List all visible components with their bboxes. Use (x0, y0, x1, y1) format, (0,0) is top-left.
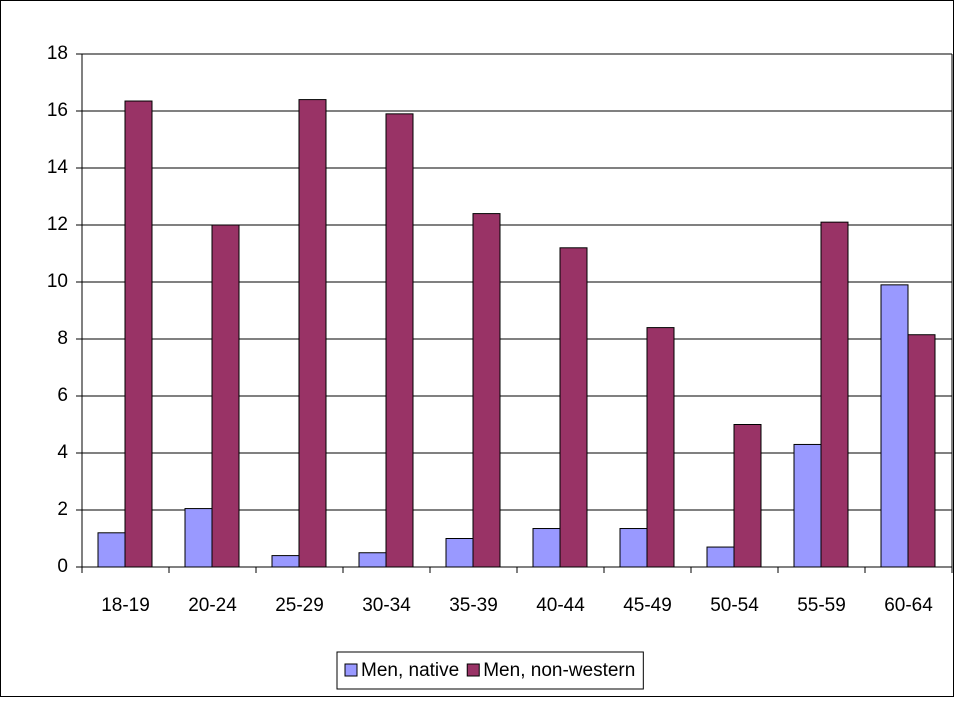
bar (211, 224, 240, 568)
x-tick-label: 20-24 (188, 595, 237, 616)
x-tick-label: 50-54 (710, 595, 759, 616)
legend-swatch (466, 663, 480, 677)
y-tick-label: 16 (47, 100, 68, 121)
x-tick-label: 45-49 (623, 595, 672, 616)
bar (619, 528, 648, 568)
y-tick-label: 18 (47, 43, 68, 64)
bar (820, 221, 849, 568)
y-tick-label: 0 (57, 556, 68, 577)
bar (271, 555, 300, 568)
legend-label: Men, non-western (483, 660, 635, 681)
legend: Men, native Men, non-western (336, 651, 644, 690)
bar (124, 100, 153, 568)
bar (733, 424, 762, 568)
y-tick-label: 2 (57, 499, 68, 520)
bar (97, 532, 126, 568)
bar (907, 334, 936, 568)
y-tick-label: 6 (57, 385, 68, 406)
bar (358, 552, 387, 568)
x-tick-label: 30-34 (362, 595, 411, 616)
bar (184, 508, 213, 568)
legend-swatch (344, 663, 358, 677)
bar (472, 213, 501, 568)
x-tick-label: 18-19 (101, 595, 150, 616)
bar (646, 327, 675, 568)
bar (559, 247, 588, 568)
x-tick-label: 60-64 (884, 595, 933, 616)
y-tick-label: 12 (47, 214, 68, 235)
x-tick-label: 35-39 (449, 595, 498, 616)
bar (880, 284, 909, 568)
y-tick-label: 10 (47, 271, 68, 292)
bar (793, 443, 822, 568)
bar (532, 528, 561, 568)
bar (298, 99, 327, 568)
legend-label: Men, native (361, 660, 459, 681)
x-tick-label: 25-29 (275, 595, 324, 616)
x-tick-label: 40-44 (536, 595, 585, 616)
bar (385, 113, 414, 568)
y-tick-label: 8 (57, 328, 68, 349)
x-tick-label: 55-59 (797, 595, 846, 616)
bar (445, 538, 474, 568)
y-tick-label: 14 (47, 157, 69, 178)
bar (706, 546, 735, 568)
legend-box (336, 651, 644, 690)
y-tick-label: 4 (57, 442, 68, 463)
